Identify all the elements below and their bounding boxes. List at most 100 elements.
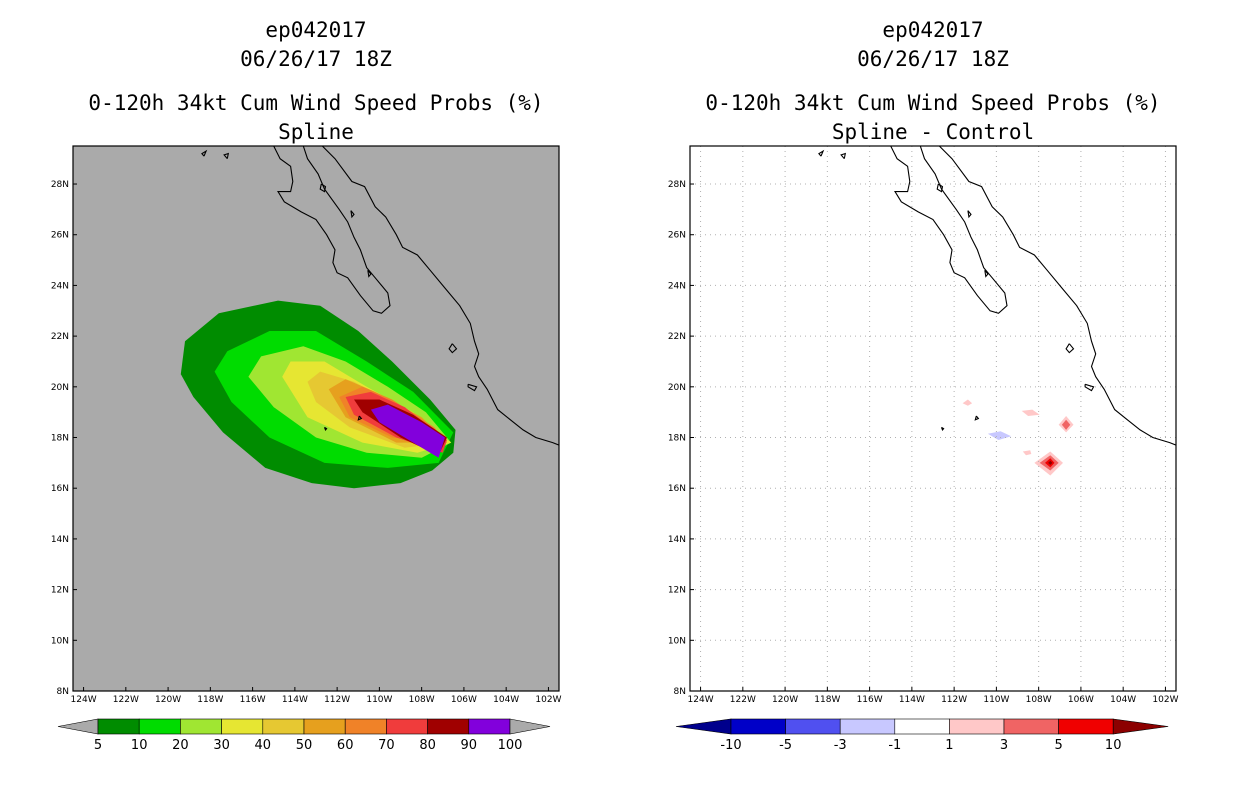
left-colorbar-under-triangle <box>57 718 99 735</box>
left-lon-label: 110W <box>366 695 392 705</box>
right-lat-label: 18N <box>668 434 686 444</box>
left-coastline <box>448 343 458 354</box>
right-lon-label: 116W <box>857 695 883 705</box>
left-colorbar-label: 100 <box>498 738 523 753</box>
right-colorbar-over-triangle <box>1112 718 1169 735</box>
right-title-line3: 0-120h 34kt Cum Wind Speed Probs (%) <box>705 91 1161 115</box>
left-colorbar-over-triangle <box>509 718 551 735</box>
right-map-frame <box>689 145 1177 692</box>
left-coastline <box>273 146 391 314</box>
right-coastline <box>840 152 847 160</box>
left-colorbar-label: 50 <box>296 738 313 753</box>
left-lon-label: 124W <box>71 695 97 705</box>
right-lon-label: 120W <box>772 695 798 705</box>
right-colorbar-label: -5 <box>779 738 792 753</box>
right-map-background <box>690 146 1176 691</box>
left-lon-label: 104W <box>493 695 519 705</box>
left-colorbar-segment <box>138 718 181 735</box>
left-colorbar-segment <box>262 718 305 735</box>
right-colorbar-segment <box>894 718 950 735</box>
left-title-line1: ep042017 <box>265 18 367 42</box>
right-colorbar-label: 3 <box>1000 738 1008 753</box>
right-coastline <box>940 426 945 431</box>
right-colorbar-under-triangle <box>675 718 732 735</box>
left-lat-label: 8N <box>57 687 69 697</box>
right-colorbar-label: -10 <box>720 738 741 753</box>
right-title-line4: Spline - Control <box>831 120 1035 144</box>
left-coastline <box>357 415 363 421</box>
right-lat-label: 26N <box>668 231 686 241</box>
right-coastline <box>1084 383 1095 392</box>
left-colorbar-segment <box>344 718 387 735</box>
left-colorbar-label: 5 <box>94 738 102 753</box>
left-coastline <box>319 183 327 193</box>
left-coastline <box>201 149 208 157</box>
right-lon-label: 104W <box>1110 695 1136 705</box>
right-lon-label: 106W <box>1068 695 1094 705</box>
right-coastline <box>890 146 1008 314</box>
left-lon-label: 120W <box>155 695 181 705</box>
right-colorbar-segment <box>839 718 896 735</box>
left-lat-label: 26N <box>51 231 69 241</box>
right-colorbar-segment <box>730 718 786 735</box>
right-colorbar-label: 10 <box>1105 738 1122 753</box>
right-lat-label: 12N <box>668 586 686 596</box>
left-colorbar-segment <box>97 718 140 735</box>
left-lat-label: 28N <box>51 180 69 190</box>
right-coastline <box>974 415 980 421</box>
right-colorbar-segment <box>1058 718 1114 735</box>
left-colorbar-segment <box>468 718 511 735</box>
right-lon-label: 112W <box>941 695 967 705</box>
right-gridlines <box>690 146 1176 691</box>
left-map-panel: 124W 122W 120W 118W 116W 114W 112W 110W 108W 106W… <box>51 145 562 705</box>
left-colorbar-segment <box>221 718 264 735</box>
right-coastline <box>938 146 1176 446</box>
right-lon-label: 102W <box>1152 695 1178 705</box>
right-lon-label: 118W <box>814 695 840 705</box>
left-map-frame <box>72 145 560 692</box>
right-map-panel: 124W 122W 120W 118W 116W 114W 112W 110W 108W 106W… <box>668 145 1179 705</box>
right-colorbar-label: 5 <box>1054 738 1062 753</box>
left-colorbar-label: 40 <box>255 738 272 753</box>
left-lat-label: 16N <box>51 484 69 494</box>
diff-contour-pos-1 <box>1022 450 1032 456</box>
left-lat-label: 10N <box>51 636 69 646</box>
diff-contour-pos-10 <box>1048 460 1053 465</box>
left-lon-label: 122W <box>113 695 139 705</box>
right-lat-label: 28N <box>668 180 686 190</box>
right-lat-label: 24N <box>668 281 686 291</box>
left-colorbar-label: 70 <box>378 738 395 753</box>
left-lon-label: 118W <box>197 695 223 705</box>
left-coastline <box>223 152 230 160</box>
right-colorbar-label: -3 <box>834 738 847 753</box>
left-colorbar-label: 10 <box>131 738 148 753</box>
diff-contour-pos-1 <box>962 399 973 406</box>
left-colorbar-label: 80 <box>419 738 436 753</box>
right-lon-label: 108W <box>1026 695 1052 705</box>
right-lon-label: 124W <box>688 695 714 705</box>
left-lat-label: 14N <box>51 535 69 545</box>
right-colorbar-segment <box>1003 718 1059 735</box>
right-lon-label: 122W <box>730 695 756 705</box>
left-coastline <box>467 383 478 392</box>
right-colorbar-segment <box>785 718 841 735</box>
left-lon-label: 114W <box>282 695 308 705</box>
left-colorbar-label: 90 <box>461 738 478 753</box>
diff-contour-pos-1 <box>1021 409 1040 416</box>
left-coastline <box>367 269 372 278</box>
right-lat-label: 8N <box>674 687 686 697</box>
right-coastline <box>1065 343 1075 354</box>
left-lat-label: 12N <box>51 586 69 596</box>
left-colorbar-segment <box>427 718 470 735</box>
right-lon-label: 114W <box>899 695 925 705</box>
right-colorbar: -10 -5 -3 -1 1 3 5 10 <box>675 718 1169 753</box>
right-coastline <box>984 269 989 278</box>
left-title-line4: Spline <box>278 120 354 144</box>
left-colorbar-segment <box>386 718 428 735</box>
left-colorbar-label: 20 <box>172 738 189 753</box>
right-lat-label: 22N <box>668 332 686 342</box>
right-colorbar-label: 1 <box>945 738 953 753</box>
left-colorbar-segment <box>180 718 222 735</box>
left-colorbar-label: 60 <box>337 738 354 753</box>
left-lat-label: 18N <box>51 434 69 444</box>
